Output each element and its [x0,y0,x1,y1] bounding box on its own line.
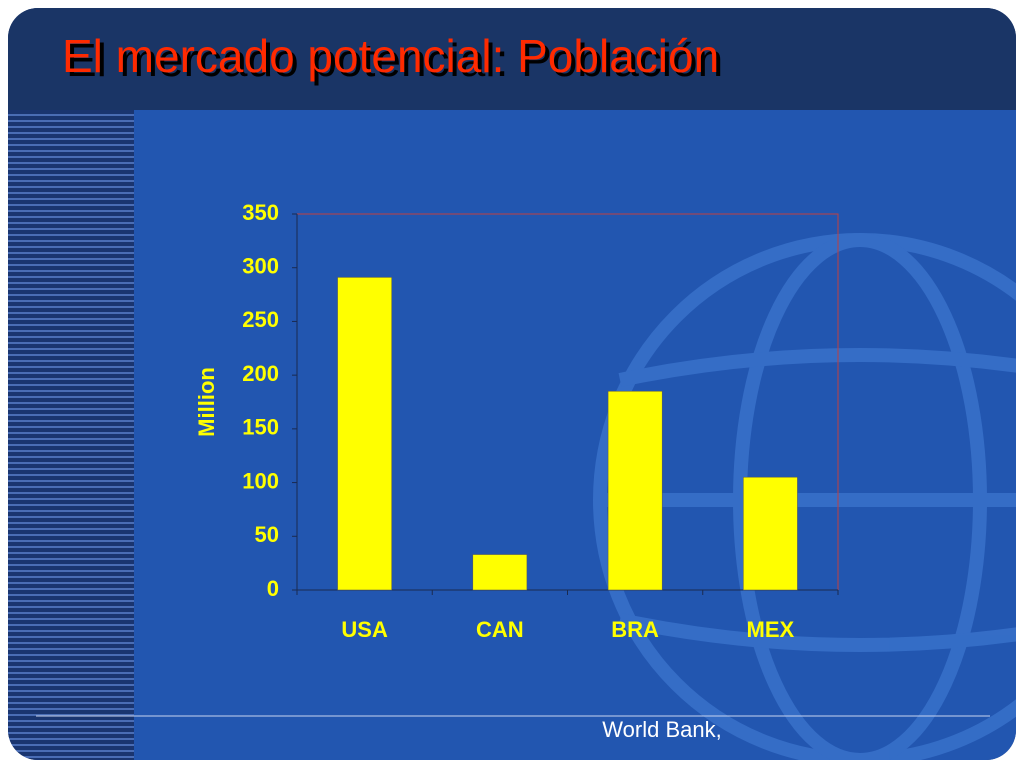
y-tick-label: 100 [242,468,279,493]
y-tick-label: 200 [242,361,279,386]
title-shadow: El mercado potencial: Población [66,34,723,86]
source: World Bank, [602,717,721,742]
chart-title: El mercado potencial: Población [62,30,719,82]
x-tick-label: CAN [476,617,524,642]
background [8,8,1016,760]
y-tick-label: 250 [242,307,279,332]
globe [593,233,1016,760]
y-tick-label: 50 [255,522,279,547]
x-tick-label: BRA [611,617,659,642]
bar [472,554,528,591]
y-tick-label: 150 [242,415,279,440]
y-tick-label: 300 [242,254,279,279]
bar [607,391,663,591]
y-tick-label: 350 [242,200,279,225]
x-tick-label: MEX [747,617,795,642]
x-tick-label: USA [341,617,388,642]
bar [743,476,798,591]
bar [337,277,392,591]
plot: 0 50 100 150 200 250 300 350 USA CAN BRA MEX [242,200,839,642]
y-tick-label: 0 [267,576,279,601]
plot-border [297,213,839,590]
y-axis-label: Million [194,367,219,437]
